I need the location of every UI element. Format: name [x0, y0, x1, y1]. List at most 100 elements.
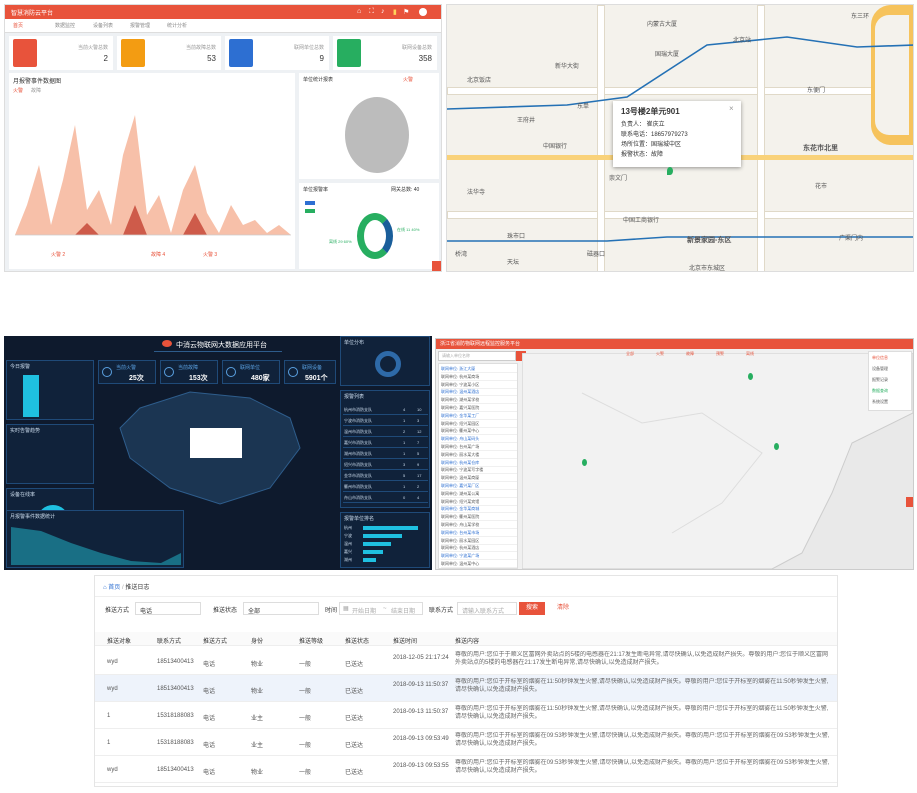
side-menu-item[interactable]: 数据查询 — [872, 388, 888, 393]
unit-list-item[interactable]: 联网单位: 舟山某码头 — [441, 436, 517, 444]
unit-list-item[interactable]: 联网单位: 嘉兴某医院 — [441, 405, 517, 412]
tab-monitor[interactable]: 数据监控 — [55, 23, 76, 29]
home-icon[interactable]: ⌂ — [103, 585, 107, 591]
alarm-list-row[interactable]: 湖州市消防支队 1 5 — [343, 449, 428, 459]
alarm-list-row[interactable]: 舟山市消防支队 0 4 — [343, 493, 428, 503]
unit-list-item[interactable]: 联网单位: 杭州某商场 — [441, 374, 517, 381]
collapse-button[interactable] — [906, 497, 913, 507]
map-poi[interactable]: 中国工商银行 — [623, 218, 660, 224]
unit-list-item[interactable]: 联网单位: 湖州某学校 — [441, 397, 517, 405]
tab-home[interactable]: 首页 — [13, 23, 24, 29]
breadcrumb-home[interactable]: 首页 — [108, 585, 121, 591]
alarm-list-row[interactable]: 嘉兴市消防支队 1 7 — [343, 438, 428, 448]
method-select[interactable]: 电话 — [135, 602, 201, 615]
map-poi[interactable]: 新景家园-东区 — [687, 237, 732, 244]
map-poi[interactable]: 桥湾 — [455, 252, 468, 258]
tab-fire[interactable]: 火警 — [403, 77, 414, 83]
unit-list-item[interactable]: 联网单位: 绍兴某宾馆 — [441, 499, 517, 506]
back-to-top-button[interactable] — [432, 261, 441, 271]
unit-list-item[interactable]: 联网单位: 衢州某中心 — [441, 428, 517, 436]
stat-card-fire[interactable]: 当前火警总数 2 — [9, 36, 113, 70]
map-poi[interactable]: 北京市东城区 — [689, 266, 726, 272]
table-row[interactable]: wyd 18513400413 电话 物业 一般 已送达 2018-12-05 21:17:… — [95, 648, 837, 675]
unit-list-item[interactable]: 联网单位: 温州某酒店 — [441, 389, 517, 397]
unit-list-item[interactable]: 联网单位: 宁波某小区 — [441, 382, 517, 389]
stat-card-fault[interactable]: 当前故障总数 53 — [117, 36, 221, 70]
tab-devices[interactable]: 设备列表 — [93, 23, 114, 29]
map-poi[interactable]: 北京站 — [733, 38, 752, 44]
unit-list-item[interactable]: 联网单位: 宁波某广场 — [441, 553, 517, 561]
map-marker-icon[interactable] — [774, 443, 779, 450]
status-select[interactable]: 全部 — [243, 602, 319, 615]
home-icon[interactable]: ⌂ — [357, 8, 362, 15]
side-menu-item[interactable]: 单位信息 — [872, 355, 888, 360]
unit-list-item[interactable]: 联网单位: 绍兴某园区 — [441, 421, 517, 428]
unit-list-item[interactable]: 联网单位: 衢州某医院 — [441, 514, 517, 522]
province-map[interactable] — [521, 352, 913, 569]
search-button[interactable]: 搜索 — [519, 602, 545, 615]
map-marker-icon[interactable] — [582, 459, 587, 466]
alarm-list-row[interactable]: 杭州市消防支队 4 10 — [343, 405, 428, 415]
search-button[interactable] — [516, 351, 526, 361]
fullscreen-icon[interactable]: ⛶ — [369, 8, 374, 15]
map-marker-icon[interactable] — [748, 373, 753, 380]
map-filter-button[interactable]: 火警 — [656, 351, 664, 356]
map-filter-button[interactable]: 故障 — [686, 351, 694, 356]
unit-list-item[interactable]: 联网单位: 台州某广场 — [441, 444, 517, 451]
unit-list-item[interactable]: 联网单位: 丽水某园区 — [441, 538, 517, 545]
unit-list-item[interactable]: 联网单位: 台州某市场 — [441, 530, 517, 537]
avatar[interactable] — [419, 8, 427, 16]
unit-list-item[interactable]: 联网单位: 杭州某酒店 — [441, 545, 517, 553]
map-poi[interactable]: 北京饭店 — [467, 78, 492, 84]
china-map[interactable] — [100, 388, 336, 508]
close-icon[interactable]: × — [729, 104, 734, 113]
table-row[interactable]: wyd 18513400413 电话 物业 一般 已送达 2018-09-13 11:50:… — [95, 675, 837, 702]
table-row[interactable]: 1 15318188083 电话 业主 一般 已送达 2018-09-13 09:53:49… — [95, 729, 837, 756]
map-poi[interactable]: 新华大街 — [555, 64, 580, 70]
stat-card-units[interactable]: 联网单位总数 9 — [225, 36, 329, 70]
unit-list-item[interactable]: 联网单位: 湖州某公寓 — [441, 491, 517, 498]
tab-stats[interactable]: 统计分析 — [167, 23, 188, 29]
stat-card-devices[interactable]: 联网设备总数 358 — [333, 36, 437, 70]
flag-icon[interactable]: ⚑ — [403, 9, 410, 16]
alarm-list-row[interactable]: 温州市消防支队 2 12 — [343, 427, 428, 437]
bell-icon[interactable]: ♪ — [381, 8, 385, 15]
device-marker-icon[interactable] — [667, 167, 673, 175]
map-poi[interactable]: 广渠门内 — [839, 236, 864, 242]
clear-button[interactable]: 清除 — [556, 605, 569, 611]
map-poi[interactable]: 磁器口 — [587, 252, 606, 258]
map-poi[interactable]: 中国银行 — [543, 144, 568, 150]
map-poi[interactable]: 内蒙古大厦 — [647, 22, 678, 28]
unit-list-item[interactable]: 联网单位: 金华某工厂 — [441, 413, 517, 420]
unit-list-item[interactable]: 联网单位: 舟山某学校 — [441, 522, 517, 529]
map-poi[interactable]: 东花市北里 — [803, 145, 838, 152]
map-filter-button[interactable]: 离线 — [746, 351, 754, 356]
table-row[interactable]: wyd 18513400413 电话 物业 一般 已送达 2018-09-13 09:53:… — [95, 756, 837, 783]
side-menu-item[interactable]: 系统设置 — [872, 399, 888, 404]
tab-alarms[interactable]: 报警管理 — [130, 23, 151, 29]
map-filter-button[interactable]: 预警 — [716, 351, 724, 356]
map-poi[interactable]: 王府井 — [517, 118, 536, 124]
alarm-list-row[interactable]: 宁波市消防支队 1 3 — [343, 416, 428, 426]
map-poi[interactable]: 崇文门 — [609, 176, 628, 182]
map-poi[interactable]: 花市 — [815, 184, 828, 190]
unit-list-item[interactable]: 联网单位: 杭州某仓库 — [441, 460, 517, 467]
unit-list-item[interactable]: 联网单位: 金华某商城 — [441, 506, 517, 514]
unit-list-item[interactable]: 联网单位: 宁波某写字楼 — [441, 467, 517, 475]
side-menu-item[interactable]: 报警记录 — [872, 377, 888, 382]
unit-search-input[interactable]: 请输入单位名称 — [438, 351, 516, 361]
city-map-panel[interactable]: 内蒙古大厦 国瑞大厦 北京站 东三环 新华大街 北京饭店 中国银行 王府井 东单… — [446, 4, 914, 272]
alarm-list-row[interactable]: 绍兴市消防支队 3 9 — [343, 460, 428, 470]
contact-input[interactable]: 请输入联系方式 — [457, 602, 517, 615]
unit-list-item[interactable]: 联网单位: 嘉兴某厂区 — [441, 483, 517, 490]
map-poi[interactable]: 东三环 — [851, 14, 870, 20]
map-poi[interactable]: 珠市口 — [507, 234, 526, 240]
side-menu-item[interactable]: 设备管理 — [872, 366, 888, 371]
map-poi[interactable]: 法华寺 — [467, 190, 486, 196]
map-poi[interactable]: 东便门 — [807, 88, 826, 94]
date-range-input[interactable]: ▦ 开始日期 ~ 结束日期 — [339, 602, 423, 615]
table-row[interactable]: 1 15318188083 电话 业主 一般 已送达 2018-09-13 11:50:37… — [95, 702, 837, 729]
unit-list-item[interactable]: 联网单位: 丽水某大楼 — [441, 452, 517, 459]
unit-list-item[interactable]: 联网单位: 浙江大厦 — [441, 366, 517, 373]
map-poi[interactable]: 国瑞大厦 — [655, 52, 680, 58]
